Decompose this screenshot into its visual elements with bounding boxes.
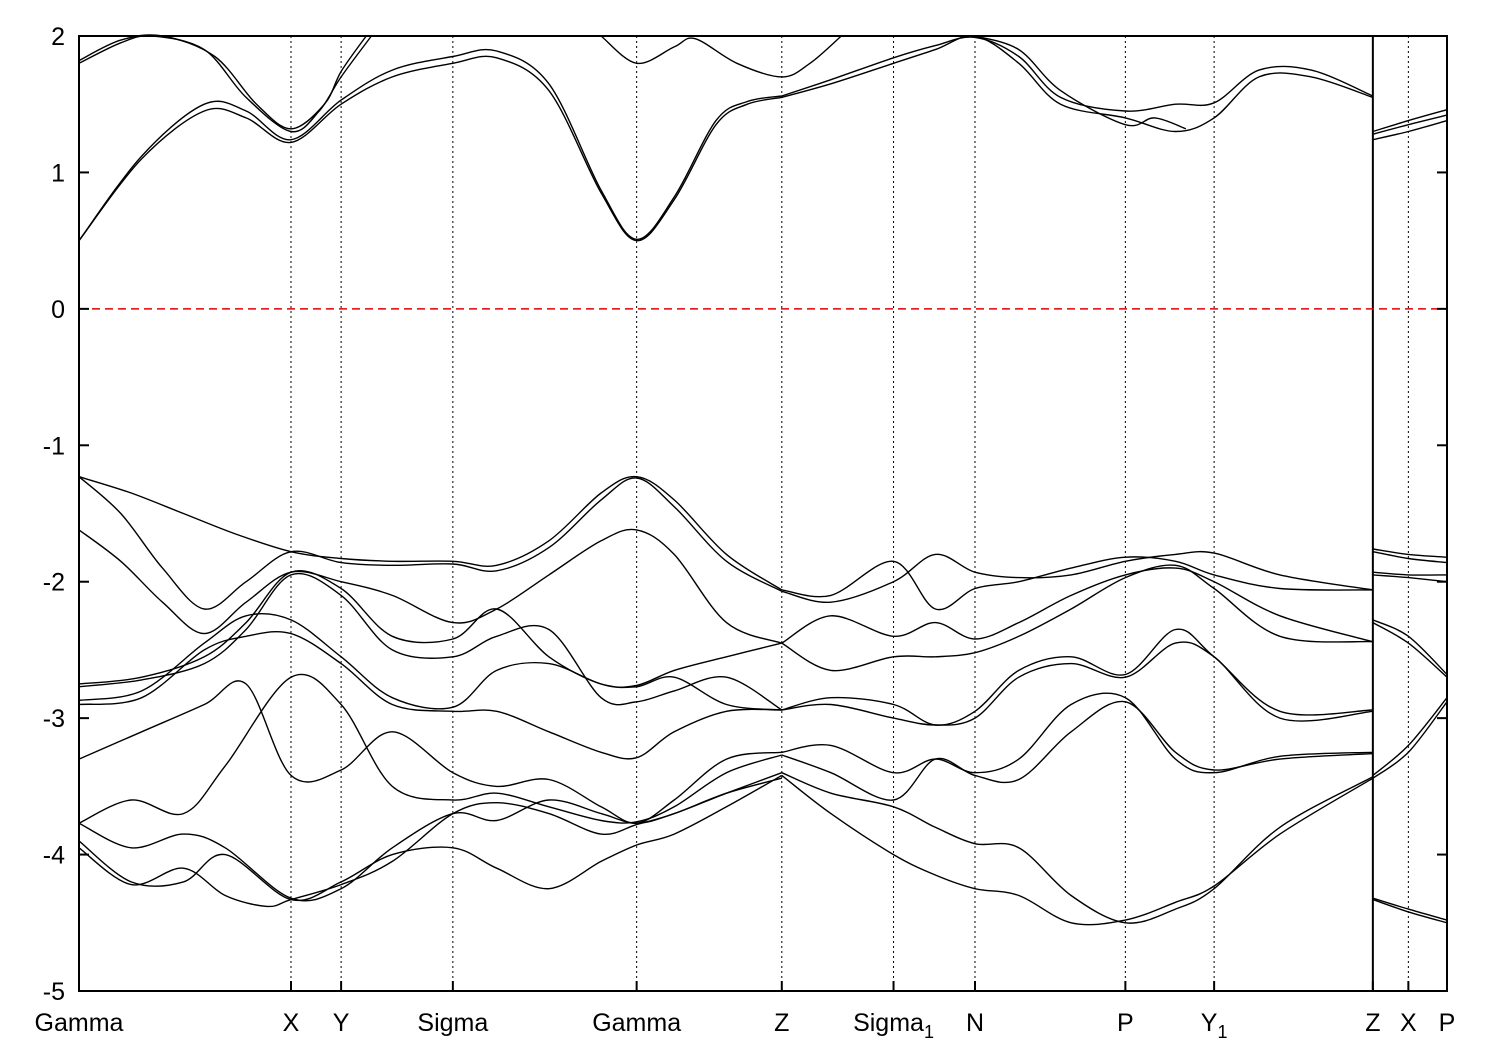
band-line-26 — [781, 564, 1373, 672]
band-line-22 — [78, 777, 782, 908]
band-line-37 — [1372, 619, 1448, 675]
y-tick-labels: 2 1 0 -1 -2 -3 -4 -5 — [43, 23, 65, 1006]
band-line-6 — [781, 36, 1374, 112]
band-line-27 — [781, 628, 1373, 726]
x-tick-label-x: X — [1400, 1009, 1417, 1037]
band-line-15 — [78, 572, 783, 711]
kpoint-label: Z — [774, 1009, 789, 1037]
kpoint-subscript: 1 — [924, 1022, 934, 1042]
x-tick-label-z: Z — [774, 1009, 789, 1037]
x-tick-label-p: P — [1117, 1009, 1134, 1037]
band-line-18 — [78, 680, 782, 824]
band-line-10 — [1372, 109, 1448, 133]
y-tick-label: 2 — [51, 23, 65, 51]
kpoint-label: Gamma — [592, 1009, 681, 1037]
band-line-0 — [78, 55, 782, 242]
kpoint-label: N — [966, 1009, 984, 1037]
band-line-36 — [1372, 574, 1448, 583]
kpoint-label: P — [1117, 1009, 1134, 1037]
band-line-1 — [78, 48, 782, 242]
kpoint-label: Y — [1201, 1009, 1218, 1037]
band-line-5 — [781, 35, 1374, 133]
plot-frame — [78, 35, 1448, 992]
y-tick-label: -1 — [43, 432, 65, 460]
y-tick-label: -5 — [43, 978, 65, 1006]
kpoint-label: Y — [333, 1009, 350, 1037]
band-line-19 — [78, 673, 783, 824]
band-line-14 — [78, 570, 782, 689]
kpoint-label: X — [283, 1009, 300, 1037]
kpoint-label: Sigma — [853, 1009, 924, 1037]
kpoint-gridlines — [290, 36, 1409, 991]
y-tick-label: -4 — [43, 842, 65, 870]
x-tick-label-gamma: Gamma — [35, 1009, 124, 1037]
band-line-3 — [78, 34, 367, 130]
band-line-40 — [1372, 701, 1448, 779]
band-line-38 — [1372, 621, 1448, 678]
x-tick-label-sigma: Sigma — [417, 1009, 488, 1037]
y-tick-label: 0 — [51, 296, 65, 324]
x-tick-label-y: Y — [333, 1009, 350, 1037]
band-line-13 — [78, 528, 783, 644]
kpoint-label: Gamma — [35, 1009, 124, 1037]
band-line-16 — [78, 612, 782, 711]
band-line-2 — [78, 35, 372, 133]
band-line-42 — [1372, 898, 1448, 924]
band-line-41 — [1372, 897, 1448, 921]
band-line-12 — [78, 476, 783, 610]
band-line-23 — [781, 556, 1373, 611]
kpoint-subscript: 1 — [1217, 1022, 1227, 1042]
band-line-39 — [1372, 697, 1448, 776]
band-line-11 — [78, 475, 783, 591]
kpoint-label: P — [1439, 1009, 1456, 1037]
x-tick-label-n: N — [966, 1009, 984, 1037]
band-line-34 — [1372, 551, 1448, 564]
band-line-35 — [1372, 571, 1448, 576]
band-lines — [78, 34, 1448, 926]
band-line-9 — [1372, 114, 1448, 135]
band-line-4 — [600, 35, 842, 78]
x-tick-label-z: Z — [1365, 1009, 1380, 1037]
kpoint-label: Z — [1365, 1009, 1380, 1037]
band-line-25 — [781, 567, 1374, 644]
x-tick-labels: Gamma X Y Sigma Gamma Z Sigma1 N P Y1 Z X P — [35, 1009, 1456, 1042]
band-line-17 — [78, 631, 782, 760]
band-line-30 — [781, 700, 1373, 801]
band-line-33 — [1372, 548, 1448, 558]
band-line-21 — [78, 774, 783, 902]
x-tick-label-gamma: Gamma — [592, 1009, 681, 1037]
kpoint-label: X — [1400, 1009, 1417, 1037]
band-line-28 — [781, 641, 1373, 726]
band-line-32 — [781, 774, 1374, 926]
band-line-7 — [974, 35, 1187, 130]
y-tick-label: -3 — [43, 705, 65, 733]
axis-ticks — [78, 35, 1448, 992]
x-tick-label-y: Y1 — [1201, 1009, 1228, 1042]
band-line-24 — [781, 550, 1374, 603]
x-tick-label-x: X — [283, 1009, 300, 1037]
kpoint-label: Sigma — [417, 1009, 488, 1037]
x-tick-label-sigma: Sigma1 — [853, 1009, 934, 1042]
band-line-29 — [781, 692, 1373, 774]
x-tick-label-p: P — [1439, 1009, 1456, 1037]
y-tick-label: 1 — [51, 159, 65, 187]
band-line-31 — [781, 772, 1374, 924]
band-line-8 — [1372, 119, 1448, 141]
y-tick-label: -2 — [43, 569, 65, 597]
